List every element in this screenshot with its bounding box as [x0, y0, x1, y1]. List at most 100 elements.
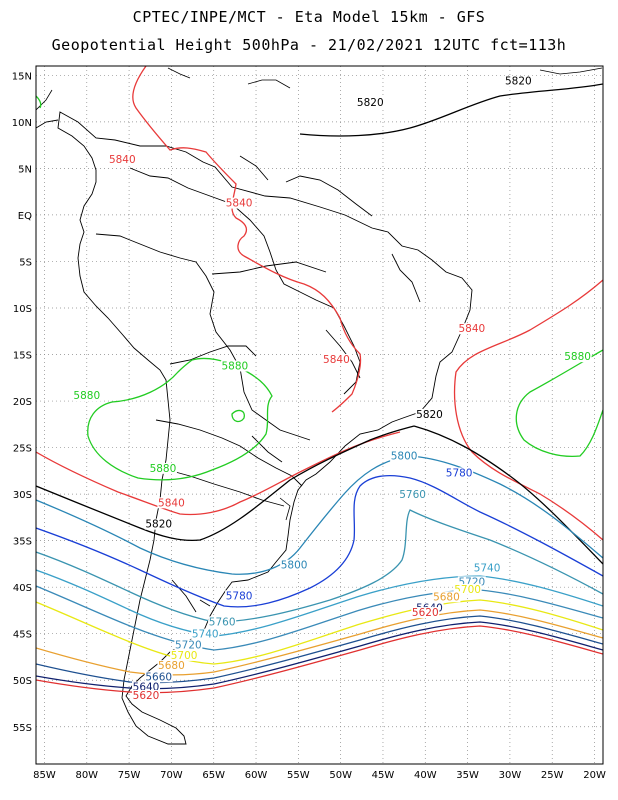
contour-5820-east: [413, 425, 603, 565]
contour-5680: [36, 609, 603, 676]
contour-label-5740: 5740: [474, 562, 501, 574]
contour-5620: [36, 625, 603, 694]
lon-tick-label: 85W: [33, 770, 56, 781]
caribbean-coast: [36, 67, 603, 607]
contour-label-5620: 5620: [133, 690, 160, 702]
lat-tick-label: 30S: [13, 490, 32, 501]
contour-label-5820: 5820: [145, 519, 172, 531]
contour-label-bg: [457, 576, 486, 588]
contour-label-5880: 5880: [222, 360, 249, 372]
lat-tick-label: 20S: [13, 397, 32, 408]
contour-label-bg: [432, 591, 461, 603]
lat-tick-label: 55S: [13, 723, 32, 734]
contour-5840-west: [36, 431, 401, 516]
lat-tick-label: 40S: [13, 583, 32, 594]
map-frame: [35, 65, 604, 765]
contour-label-5820: 5820: [416, 409, 443, 421]
contour-5880-small: [231, 409, 245, 423]
contour-label-bg: [504, 75, 533, 87]
contour-5820-south: [36, 425, 415, 542]
contour-label-bg: [445, 467, 474, 479]
lat-tick-label: 10N: [12, 118, 32, 129]
contour-label-bg: [174, 639, 203, 651]
lon-tick-label: 55W: [287, 770, 310, 781]
contour-label-bg: [148, 462, 177, 474]
contour-5840-east: [453, 279, 603, 541]
lat-tick-label: 5S: [19, 257, 32, 268]
contour-5880-west: [87, 357, 273, 481]
contour-label-5780: 5780: [226, 590, 253, 602]
contour-label-5840: 5840: [109, 154, 136, 166]
contour-label-bg: [220, 360, 249, 372]
contour-5820-north: [299, 83, 603, 137]
contour-label-5620: 5620: [412, 607, 439, 619]
contour-label-bg: [191, 628, 220, 640]
contour-label-bg: [453, 583, 482, 595]
contour-label-bg: [225, 197, 254, 209]
contour-label-5760: 5760: [209, 616, 236, 628]
lon-tick-label: 75W: [118, 770, 141, 781]
contour-label-bg: [144, 518, 173, 530]
contour-label-5800: 5800: [391, 451, 418, 463]
contour-label-bg: [225, 590, 254, 602]
contour-label-bg: [157, 497, 186, 509]
lat-tick-label: 5N: [18, 164, 32, 175]
contour-label-bg: [108, 153, 137, 165]
contour-label-bg: [457, 323, 486, 335]
contour-5640: [36, 621, 603, 690]
contour-5800: [36, 455, 603, 575]
contour-label-5840: 5840: [158, 497, 185, 509]
contour-label-5820: 5820: [357, 97, 384, 109]
contour-label-5720: 5720: [175, 640, 202, 652]
lat-tick-label: 35S: [13, 537, 32, 548]
lat-tick-label: 45S: [13, 630, 32, 641]
contour-label-bg: [157, 660, 186, 672]
contour-label-bg: [390, 450, 419, 462]
lon-tick-label: 60W: [245, 770, 268, 781]
lon-tick-label: 80W: [75, 770, 98, 781]
contour-label-bg: [208, 616, 237, 628]
contour-label-bg: [322, 353, 351, 365]
contour-label-bg: [473, 562, 502, 574]
axis-labels: 85W 80W 75W 70W 65W 60W 55W 50W 45W 40W 35W 30W 25W 2…: [12, 71, 606, 781]
contour-5880-east: [515, 349, 603, 458]
contour-5780: [36, 474, 603, 608]
lon-tick-label: 20W: [583, 770, 606, 781]
title-line-2: Geopotential Height 500hPa - 21/02/2021 …: [51, 36, 567, 54]
contour-label-5800: 5800: [281, 560, 308, 572]
lon-tick-label: 70W: [160, 770, 183, 781]
lat-lon-grid: [36, 66, 603, 764]
contour-label-bg: [356, 97, 385, 109]
contour-5740: [36, 569, 603, 637]
contour-label-bg: [170, 649, 199, 661]
title-line-1: CPTEC/INPE/MCT - Eta Model 15km - GFS: [132, 8, 486, 26]
contour-label-5680: 5680: [433, 591, 460, 603]
contour-lines: [36, 66, 603, 694]
lon-tick-label: 50W: [329, 770, 352, 781]
contour-5880-nw: [36, 95, 42, 109]
contour-label-5660: 5660: [145, 671, 172, 683]
contour-label-bg: [132, 681, 161, 693]
contour-label-5880: 5880: [564, 351, 591, 363]
lon-tick-label: 45W: [372, 770, 395, 781]
contour-label-bg: [72, 390, 101, 402]
lat-tick-label: 10S: [13, 304, 32, 315]
contour-label-bg: [132, 689, 161, 701]
lon-tick-label: 25W: [541, 770, 564, 781]
lon-tick-label: 35W: [456, 770, 479, 781]
contour-label-5760: 5760: [399, 489, 426, 501]
contour-5760: [36, 509, 603, 623]
lat-tick-label: 25S: [13, 444, 32, 455]
contour-5840-north: [132, 66, 362, 413]
contour-label-bg: [398, 488, 427, 500]
contour-label-5700: 5700: [454, 584, 481, 596]
contour-label-5700: 5700: [171, 650, 198, 662]
lat-tick-label: EQ: [18, 211, 32, 222]
lat-tick-label: 15N: [12, 71, 32, 82]
contour-label-bg: [280, 559, 309, 571]
contour-label-bg: [411, 607, 440, 619]
contour-label-5880: 5880: [73, 390, 100, 402]
contour-label-5840: 5840: [323, 354, 350, 366]
contour-5700: [36, 599, 603, 665]
